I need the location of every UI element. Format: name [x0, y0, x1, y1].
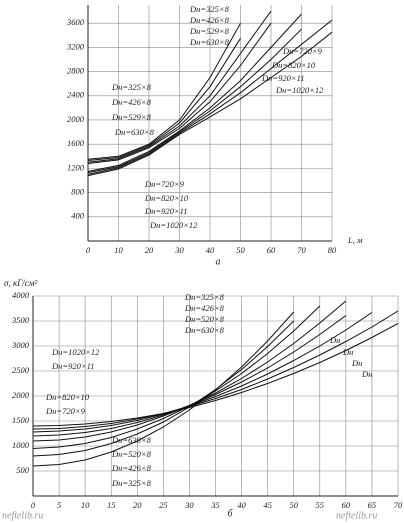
- annotation: Dн=520×8: [184, 314, 225, 324]
- curve-label: Dн=520×8: [111, 449, 152, 459]
- watermark: neftelib.ru: [336, 510, 377, 521]
- annotation: Dн=325×8: [111, 82, 152, 92]
- curve: [87, 19, 333, 175]
- x-tick-label: 15: [107, 500, 116, 510]
- curve-label: Dн=325×8: [111, 478, 152, 488]
- annotation: Dн=820×10: [144, 193, 189, 203]
- x-tick-label: 35: [210, 500, 220, 510]
- y-tick-label: 3000: [11, 340, 30, 350]
- y-tick-label: 1000: [12, 440, 30, 450]
- x-tick-label: 80: [328, 245, 337, 255]
- curve: [87, 22, 241, 160]
- x-tick-label: 30: [174, 245, 184, 255]
- curve: [87, 31, 333, 177]
- x-tick-label: 65: [368, 500, 377, 510]
- x-tick-label: 10: [81, 500, 90, 510]
- curve: [32, 312, 373, 433]
- y-tick-label: 2800: [67, 66, 85, 76]
- curve: [32, 305, 321, 449]
- x-tick-label: 50: [289, 500, 298, 510]
- y-tick-label: 800: [71, 187, 85, 197]
- y-tick-label: 2000: [67, 114, 85, 124]
- y-tick-label: 2500: [12, 365, 30, 375]
- x-tick-label: 5: [57, 500, 61, 510]
- curve-label: Dн=1020×12: [275, 85, 324, 95]
- annotation: Dн: [342, 347, 353, 357]
- curve-label: Dн=920×11: [51, 361, 94, 371]
- y-tick-label: 2000: [12, 390, 30, 400]
- curve: [87, 38, 241, 161]
- annotation: Dн: [361, 369, 372, 379]
- annotation: Dн: [351, 358, 362, 368]
- x-tick-label: 25: [159, 500, 168, 510]
- y-tick-label: 500: [16, 465, 30, 475]
- curve: [32, 320, 295, 457]
- x-tick-label: 70: [297, 245, 306, 255]
- curve-label: Dн=1020×12: [51, 347, 100, 357]
- x-axis-label: L, м: [347, 235, 363, 245]
- x-tick-label: 40: [237, 500, 246, 510]
- annotation: Dн=529×8: [111, 112, 152, 122]
- watermark: neftelib.ru: [2, 510, 43, 521]
- y-tick-label: 3200: [66, 41, 85, 51]
- subplot-label: а: [216, 256, 221, 267]
- curve: [32, 311, 295, 467]
- curve-label: Dн=820×10: [271, 60, 316, 70]
- curve: [87, 10, 272, 163]
- x-tick-label: 20: [145, 245, 154, 255]
- curve: [32, 310, 399, 430]
- x-tick-label: 30: [184, 500, 194, 510]
- curve: [87, 28, 302, 174]
- x-tick-label: 55: [316, 500, 325, 510]
- y-tick-label: 3500: [11, 315, 30, 325]
- annotation: Dн=630×8: [184, 325, 225, 335]
- x-tick-label: 45: [263, 500, 272, 510]
- annotation: Dн=426×8: [111, 97, 152, 107]
- y-tick-label: 1600: [67, 138, 85, 148]
- y-tick-label: 1200: [67, 162, 85, 172]
- curve-label: Dн=325×8: [189, 4, 230, 14]
- y-tick-label: 1500: [12, 415, 30, 425]
- x-tick-label: 60: [267, 245, 276, 255]
- annotation: Dн=630×8: [114, 127, 155, 137]
- curve-label: Dн=630×8: [111, 435, 152, 445]
- curve: [87, 13, 302, 172]
- x-tick-label: 60: [342, 500, 351, 510]
- x-tick-label: 40: [206, 245, 215, 255]
- y-tick-label: 2400: [67, 90, 85, 100]
- annotation: Dн=426×8: [184, 303, 225, 313]
- curve-label: Dн=820×10: [45, 392, 90, 402]
- x-tick-label: 70: [394, 500, 403, 510]
- curve-label: Dн=426×8: [189, 15, 230, 25]
- annotation: Dн=325×8: [184, 292, 225, 302]
- y-tick-label: 400: [71, 211, 85, 221]
- annotation: Dн=1020×12: [149, 220, 198, 230]
- y-axis-label: σ, кГ/см²: [4, 278, 38, 288]
- curve-label: Dн=720×9: [45, 406, 86, 416]
- x-tick-label: 10: [114, 245, 123, 255]
- curve-label: Dн=630×8: [189, 37, 230, 47]
- y-tick-label: 4000: [12, 290, 30, 300]
- annotation: Dн=720×9: [144, 179, 185, 189]
- x-tick-label: 0: [31, 500, 36, 510]
- curve-label: Dн=720×9: [282, 46, 323, 56]
- annotation: Dн: [329, 335, 340, 345]
- curve-label: Dн=529×8: [189, 26, 230, 36]
- curve: [32, 323, 399, 427]
- annotation: Dн=920×11: [144, 206, 187, 216]
- x-tick-label: 0: [86, 245, 91, 255]
- curve-label: Dн=920×11: [261, 73, 304, 83]
- x-tick-label: 20: [133, 500, 142, 510]
- curve-label: Dн=426×8: [111, 463, 152, 473]
- x-tick-label: 50: [236, 245, 245, 255]
- subplot-label: б: [227, 508, 233, 519]
- y-tick-label: 3600: [66, 17, 85, 27]
- curve: [87, 22, 272, 164]
